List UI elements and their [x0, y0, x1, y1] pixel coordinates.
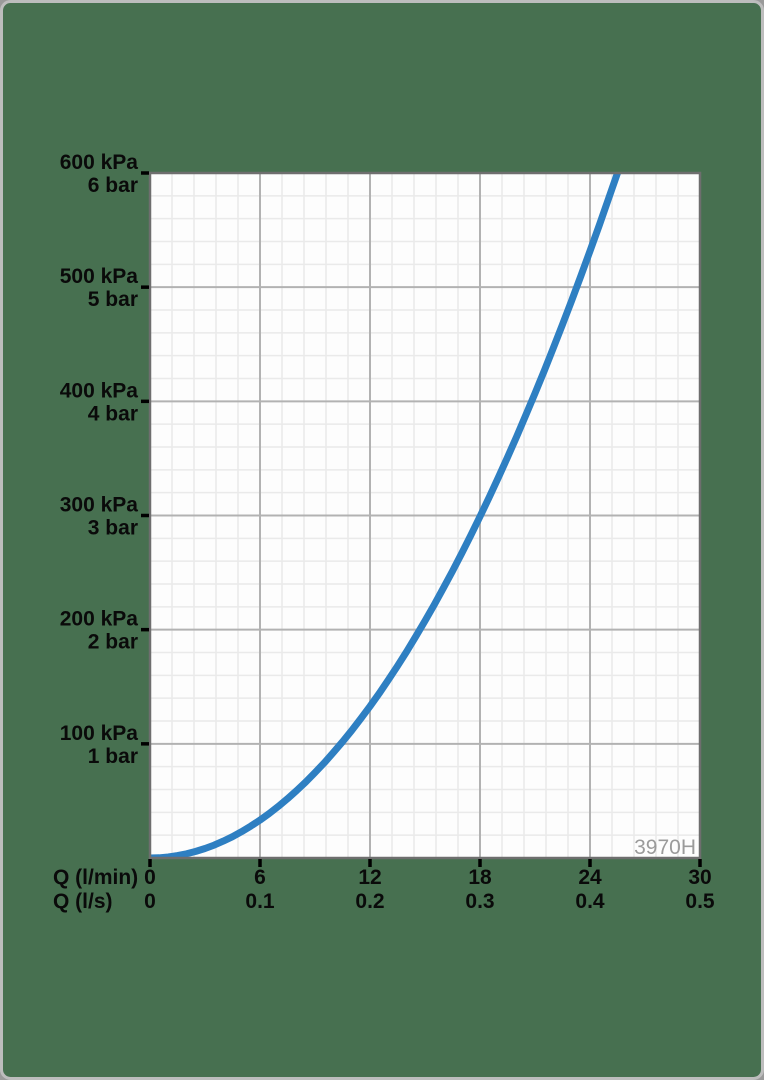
y-axis-tick-label-kpa: 600 kPa	[60, 151, 139, 174]
grid-major	[150, 173, 700, 858]
product-code-watermark: 3970H	[634, 836, 696, 859]
y-axis-tick-label-kpa: 500 kPa	[60, 265, 139, 288]
x-axis-tick-label-lmin: 30	[688, 866, 711, 889]
y-axis-tick-label-kpa: 200 kPa	[60, 608, 139, 631]
y-axis-tick-label-kpa: 400 kPa	[60, 379, 139, 402]
pressure-loss-curve	[150, 173, 621, 858]
x-axis-labels: 0 6 12 18 24 30 0 0.1 0.2 0.3 0.4 0.5	[144, 866, 715, 913]
plot-border	[148, 171, 702, 860]
x-axis-tick-label-ls: 0.2	[355, 890, 384, 913]
y-axis-tick-label-bar: 5 bar	[88, 288, 138, 311]
y-axis-tick-label-kpa: 300 kPa	[60, 494, 139, 517]
y-axis-tick-label-bar: 4 bar	[88, 402, 138, 425]
x-axis-tick-label-lmin: 0	[144, 866, 156, 889]
x-axis-tick-label-lmin: 24	[578, 866, 602, 889]
x-axis-tick-label-ls: 0	[144, 890, 156, 913]
curve-layer	[150, 173, 621, 858]
x-axis-tick-label-lmin: 12	[358, 866, 381, 889]
x-axis-tick-label-lmin: 6	[254, 866, 266, 889]
x-axis-tick-label-lmin: 18	[468, 866, 492, 889]
x-axis-title-ls: Q (l/s)	[53, 890, 113, 913]
y-axis-tick-label-bar: 1 bar	[88, 745, 138, 768]
y-axis-tick-label-kpa: 100 kPa	[60, 722, 139, 745]
y-axis-tick-label-bar: 3 bar	[88, 517, 138, 540]
axis-ticks	[141, 171, 702, 867]
x-axis-tick-label-ls: 0.5	[685, 890, 715, 913]
y-axis-tick-label-bar: 6 bar	[88, 174, 138, 197]
x-axis-tick-label-ls: 0.3	[465, 890, 494, 913]
x-axis-title-lmin: Q (l/min)	[53, 866, 138, 889]
x-axis-tick-label-ls: 0.1	[245, 890, 275, 913]
x-axis-tick-label-ls: 0.4	[575, 890, 605, 913]
y-axis-tick-label-bar: 2 bar	[88, 631, 138, 654]
